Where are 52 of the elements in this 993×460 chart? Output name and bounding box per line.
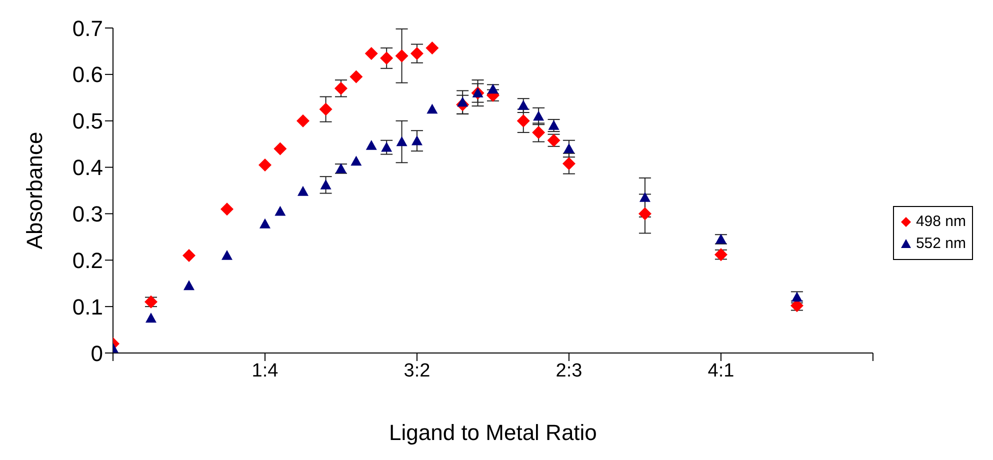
point xyxy=(319,102,332,116)
point xyxy=(258,158,272,172)
x-tick-label: 3:2 xyxy=(404,360,430,382)
point xyxy=(364,47,378,60)
legend-label: 552 nm xyxy=(916,234,966,254)
point xyxy=(320,179,332,190)
point xyxy=(548,120,560,130)
x-axis-title: Ligand to Metal Ratio xyxy=(389,420,597,445)
y-tick-label: 0.1 xyxy=(72,294,103,320)
point xyxy=(563,143,574,154)
y-tick-label: 0.6 xyxy=(72,62,103,88)
point xyxy=(297,186,308,196)
point xyxy=(638,207,652,220)
y-tick-label: 0.5 xyxy=(72,108,103,134)
point xyxy=(274,206,286,216)
legend-label: 498 nm xyxy=(916,212,966,232)
point xyxy=(396,136,408,146)
point xyxy=(381,142,392,152)
y-tick-label: 0.4 xyxy=(72,155,103,180)
point xyxy=(182,249,196,262)
y-tick-label: 0.2 xyxy=(72,248,103,273)
point xyxy=(259,218,270,228)
point xyxy=(395,49,408,62)
point xyxy=(296,114,310,128)
y-axis-title: Absorbance xyxy=(22,132,47,250)
point xyxy=(426,104,438,114)
y-tick-label: 0 xyxy=(90,340,103,366)
point xyxy=(183,280,194,290)
point xyxy=(410,47,424,60)
x-tick-label: 4:1 xyxy=(708,360,734,382)
x-tick-label: 1:4 xyxy=(252,360,279,382)
point xyxy=(457,96,468,107)
point xyxy=(366,140,377,150)
point xyxy=(221,250,232,260)
point xyxy=(518,100,529,110)
point xyxy=(533,110,544,121)
point xyxy=(639,192,650,202)
point xyxy=(220,202,234,216)
point xyxy=(380,52,394,65)
point xyxy=(532,126,546,139)
point xyxy=(274,142,287,156)
point xyxy=(516,114,530,128)
point xyxy=(146,312,156,323)
point xyxy=(411,135,422,146)
y-tick-label: 0.3 xyxy=(72,202,103,227)
x-tick-label: 2:3 xyxy=(556,360,582,382)
point xyxy=(350,70,363,84)
point xyxy=(562,157,576,170)
point xyxy=(426,41,439,54)
y-tick-label: 0.7 xyxy=(72,16,103,41)
point xyxy=(350,156,362,166)
point xyxy=(334,82,348,95)
